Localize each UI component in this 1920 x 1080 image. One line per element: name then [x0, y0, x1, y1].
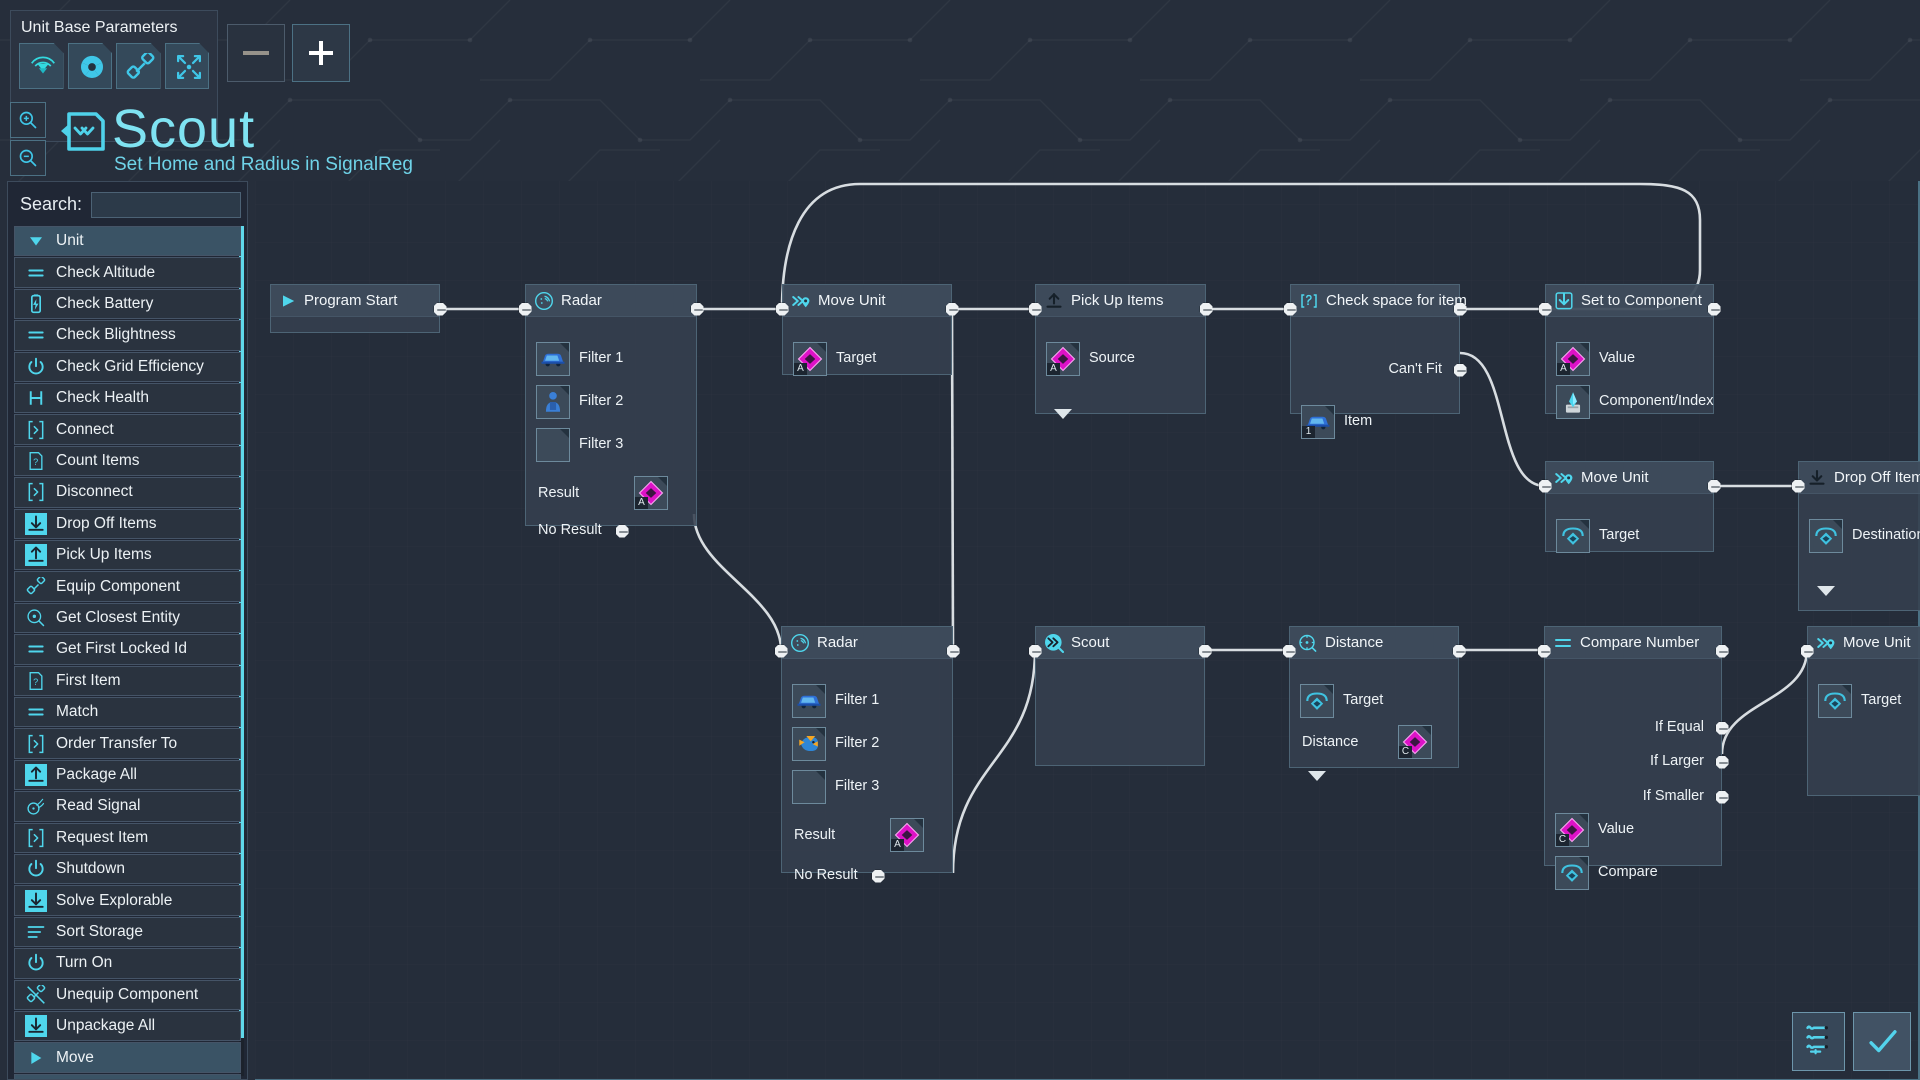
svg-text:?: ? [33, 457, 38, 467]
svg-text:?: ? [33, 677, 38, 687]
